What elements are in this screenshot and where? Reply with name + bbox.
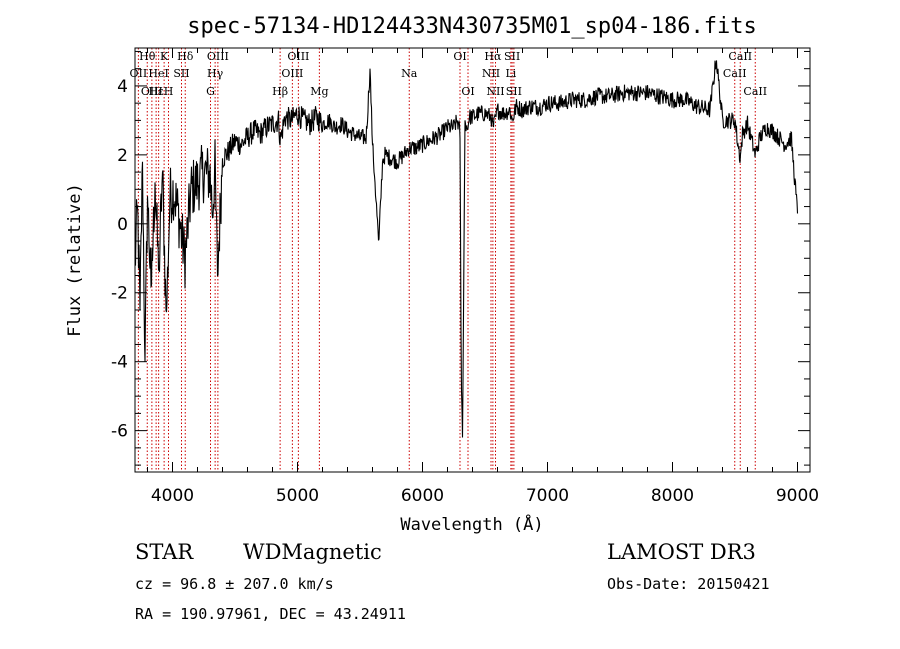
y-tick-label: 4 (117, 77, 128, 97)
x-tick-label: 4000 (151, 486, 194, 506)
line-marker-label: OI (461, 85, 474, 98)
line-marker-label: Hβ (272, 85, 288, 98)
ra-dec: RA = 190.97961, DEC = 43.24911 (135, 605, 406, 623)
line-marker-label: Hα (484, 50, 502, 63)
line-marker-label: OI (453, 50, 466, 63)
line-marker-label: Hθ (139, 50, 156, 63)
line-marker-label: Hε (148, 85, 164, 98)
line-marker-label: OIII (281, 67, 303, 80)
line-marker-label: HeI (148, 67, 168, 80)
line-marker-label: OIII (207, 50, 229, 63)
spectrum-line (134, 60, 799, 438)
line-marker-label: NII (482, 67, 500, 80)
x-tick-label: 8000 (651, 486, 694, 506)
y-tick-label: 0 (117, 215, 128, 235)
line-marker-label: CaII (743, 85, 767, 98)
line-marker-label: Mg (310, 85, 328, 98)
line-marker-label: OII (130, 67, 148, 80)
line-marker-label: SII (173, 67, 189, 80)
line-marker-label: Na (401, 67, 418, 80)
line-marker-label: Hγ (207, 67, 224, 80)
y-tick-label: -6 (111, 422, 128, 442)
y-tick-label: -4 (111, 353, 128, 373)
line-marker-labels: OIIHθOIIIHεHeIKHSIIHδGHγOIIIHβOIIIOIIIMg… (130, 50, 768, 98)
x-tick-label: 7000 (526, 486, 569, 506)
object-subclass: WDMagnetic (243, 540, 382, 564)
line-marker-label: OIII (287, 50, 309, 63)
x-tick-label: 9000 (776, 486, 819, 506)
line-marker-label: K (160, 50, 169, 63)
y-tick-label: 2 (117, 146, 128, 166)
line-marker-label: SII (504, 50, 520, 63)
line-markers (137, 48, 756, 472)
line-marker-label: CaII (728, 50, 752, 63)
line-marker-label: G (206, 85, 215, 98)
survey-name: LAMOST DR3 (607, 540, 756, 564)
y-tick-label: -2 (111, 284, 128, 304)
line-marker-label: SII (506, 85, 522, 98)
line-marker-label: NII (486, 85, 504, 98)
redshift-cz: cz = 96.8 ± 207.0 km/s (135, 575, 334, 593)
line-marker-label: Hδ (177, 50, 194, 63)
obs-date: Obs-Date: 20150421 (607, 575, 770, 593)
line-marker-label: Li (505, 67, 516, 80)
line-marker-label: H (164, 85, 174, 98)
object-class: STAR (135, 540, 194, 564)
line-marker-label: CaII (723, 67, 747, 80)
chart-title: spec-57134-HD124433N430735M01_sp04-186.f… (187, 14, 757, 39)
x-tick-label: 6000 (401, 486, 444, 506)
x-tick-label: 5000 (276, 486, 319, 506)
y-axis-label: Flux (relative) (65, 183, 85, 337)
y-axis-ticks: -6 -4 -2 0 2 4 (111, 50, 810, 466)
x-axis-label: Wavelength (Å) (400, 513, 543, 535)
line-marker-label: OIII (141, 85, 163, 98)
x-axis-ticks: 4000 5000 6000 7000 8000 9000 (147, 48, 819, 506)
